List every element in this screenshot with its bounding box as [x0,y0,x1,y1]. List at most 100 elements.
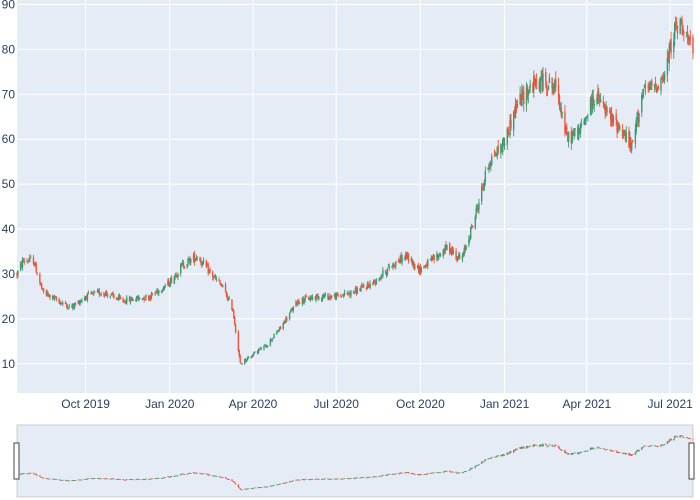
slider-candle [429,473,432,474]
candle-body [533,76,535,91]
slider-candle [687,437,690,439]
candle-body [655,88,658,92]
candle-body [369,283,371,288]
slider-candle [106,478,109,480]
slider-candle [176,475,178,477]
candle-body [337,294,339,296]
candle-body [192,254,195,260]
candle-body [58,299,60,302]
slider-candle [74,480,77,481]
candle-body [113,295,115,298]
slider-candle [676,436,679,438]
candle-body [489,165,491,167]
slider-candle [285,482,287,484]
slider-candle [79,479,81,481]
slider-candle [51,478,54,480]
candle-body [99,294,101,296]
slider-candle [525,446,528,449]
candle-body [276,331,278,335]
candle-body [464,247,466,251]
candle-body [471,225,474,228]
slider-candle [643,445,646,447]
candle-body [564,111,566,133]
candle-body [86,293,89,300]
slider-candle [471,467,474,469]
slider-candle [420,474,423,476]
slider-candle [617,452,619,454]
candle-body [39,274,41,283]
slider-candle [448,470,451,472]
slider-candle [452,471,455,473]
slider-candle [324,478,326,480]
candle-body [446,244,448,250]
candle-body [405,253,408,260]
candle-body [427,259,429,267]
candle-body [22,260,25,262]
candle-body [202,260,205,262]
slider-candle [521,446,523,449]
candle-body [593,103,595,106]
candle-body [196,257,198,259]
candle-body [122,298,124,302]
candle-body [508,133,510,135]
range-slider-right-handle[interactable] [688,442,695,480]
candle-body [477,208,479,210]
slider-candle [22,473,25,475]
slider-candle [39,475,41,477]
candle-body [73,304,75,308]
slider-candle [552,445,554,447]
slider-candle [337,478,339,480]
candle-body [490,162,492,166]
candle-body [254,351,256,353]
candle-body [244,358,246,364]
slider-candle [336,478,338,480]
candle-body [465,246,467,250]
slider-candle [84,478,87,480]
candle-body [459,254,461,259]
candle-body [448,243,451,252]
candle-body [180,263,183,266]
slider-candle [232,480,234,482]
candle-body [188,258,190,260]
candle-body [64,302,67,304]
candle-body [372,283,374,285]
slider-candle [513,449,516,451]
slider-candle [599,447,602,449]
candle-body [221,285,223,287]
x-tick-label: Jan 2020 [145,397,195,411]
x-tick-label: Jan 2021 [480,397,530,411]
slider-candle [355,477,358,479]
y-tick-label: 80 [2,42,16,56]
candle-body [410,259,412,261]
candle-body [589,97,592,114]
candle-body [676,25,679,33]
range-slider[interactable] [17,425,693,497]
candle-body [263,346,265,350]
slider-candle [310,478,313,480]
candle-body [28,260,30,262]
candle-body [641,95,643,113]
slider-candle [315,478,317,480]
candle-body [515,104,518,111]
candle-body [105,291,108,295]
slider-candle [258,487,261,489]
slider-candle [286,482,288,484]
slider-candle [470,467,473,469]
candle-body [527,90,530,96]
candle-body [66,305,69,309]
slider-candle [579,451,582,454]
slider-candle [431,472,433,474]
slider-candle [47,478,49,480]
candle-body [404,257,406,259]
slider-candle [266,486,268,488]
slider-candle [193,472,196,474]
slider-candle [155,478,157,479]
candle-body [214,275,217,279]
candle-body [176,275,178,277]
candle-body [264,344,266,346]
candle-body [551,77,553,89]
candle-body [169,278,172,285]
range-slider-left-handle[interactable] [13,442,20,480]
slider-candle [318,479,320,480]
